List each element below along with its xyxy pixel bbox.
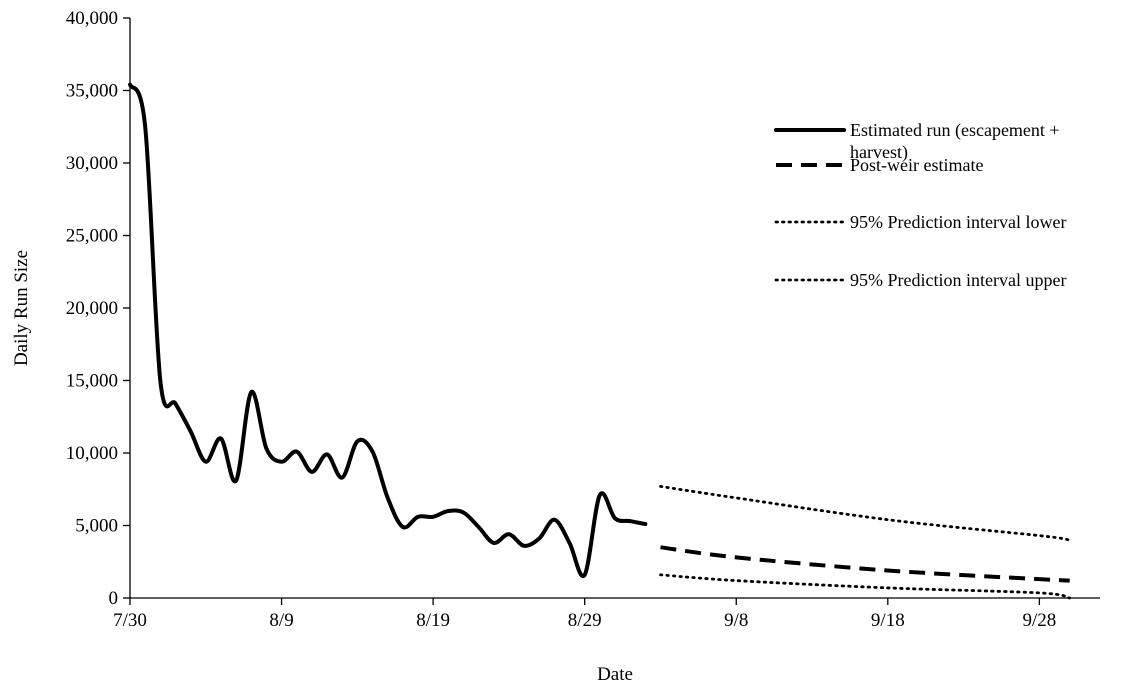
- legend-label-4: 95% Prediction interval upper: [850, 270, 1066, 290]
- y-tick-label: 25,000: [66, 226, 118, 247]
- x-tick-label: 9/18: [871, 610, 905, 631]
- series-line-3: [659, 573, 1072, 600]
- axes: 0 5,000 10,000 15,000 20,000 25,000 30,000 35,0…: [66, 8, 1100, 631]
- x-tick-label: 8/19: [416, 610, 450, 631]
- legend-label-2: Post-weir estimate: [850, 155, 983, 175]
- x-axis-title: Date: [597, 664, 633, 685]
- series-line-1: [128, 82, 648, 579]
- legend-label-3: 95% Prediction interval lower: [850, 212, 1066, 232]
- x-tick-label: 8/9: [269, 610, 293, 631]
- x-tick-label: 7/30: [113, 610, 147, 631]
- y-tick-label: 10,000: [66, 443, 118, 464]
- y-tick-label: 15,000: [66, 371, 118, 392]
- legend: Estimated run (escapement + harvest)Post-…: [774, 120, 1066, 290]
- series-line-2: [660, 545, 1070, 583]
- x-tick-label: 9/8: [724, 610, 748, 631]
- y-tick-label: 20,000: [66, 298, 118, 319]
- x-tick-label: 8/29: [568, 610, 602, 631]
- y-tick-label: 35,000: [66, 81, 118, 102]
- series-layer: [128, 82, 1072, 600]
- y-axis-title: Daily Run Size: [11, 250, 32, 366]
- y-tick-label: 30,000: [66, 153, 118, 174]
- series-line-4: [659, 485, 1072, 542]
- legend-label-1: Estimated run (escapement + harvest): [850, 120, 1060, 163]
- y-tick-label: 5,000: [75, 516, 118, 537]
- x-tick-label: 9/28: [1022, 610, 1056, 631]
- y-tick-label: 40,000: [66, 8, 118, 29]
- y-tick-label: 0: [109, 588, 119, 609]
